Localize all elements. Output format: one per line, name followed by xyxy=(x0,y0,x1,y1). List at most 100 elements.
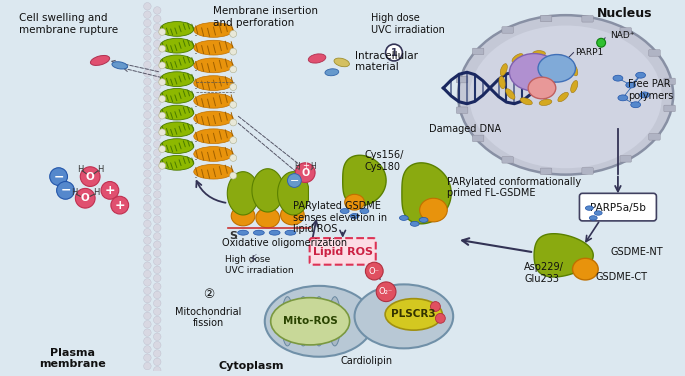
Circle shape xyxy=(430,302,440,311)
Circle shape xyxy=(159,45,166,52)
Ellipse shape xyxy=(194,76,233,91)
Ellipse shape xyxy=(160,72,194,86)
Circle shape xyxy=(153,124,161,131)
Circle shape xyxy=(144,11,151,18)
Ellipse shape xyxy=(506,89,515,99)
Text: Intracellular
material: Intracellular material xyxy=(355,51,418,72)
Circle shape xyxy=(144,44,151,52)
Circle shape xyxy=(144,203,151,211)
Circle shape xyxy=(144,120,151,127)
Ellipse shape xyxy=(573,258,598,280)
Text: PARylated conformationally
primed FL-GSDME: PARylated conformationally primed FL-GSD… xyxy=(447,177,582,198)
FancyBboxPatch shape xyxy=(502,27,513,33)
Circle shape xyxy=(229,172,236,179)
Ellipse shape xyxy=(285,230,296,235)
Circle shape xyxy=(436,314,445,323)
Ellipse shape xyxy=(558,92,569,102)
Ellipse shape xyxy=(571,64,577,76)
Circle shape xyxy=(144,111,151,119)
Text: PARP5a/5b: PARP5a/5b xyxy=(590,203,646,213)
Circle shape xyxy=(288,174,301,187)
Ellipse shape xyxy=(586,206,593,210)
Circle shape xyxy=(144,220,151,227)
Ellipse shape xyxy=(160,88,194,103)
Text: Mito-ROS: Mito-ROS xyxy=(283,316,338,326)
Ellipse shape xyxy=(160,55,194,70)
Circle shape xyxy=(153,32,161,39)
Text: +: + xyxy=(105,184,115,197)
Circle shape xyxy=(159,79,166,86)
Polygon shape xyxy=(277,172,308,215)
Text: −: − xyxy=(53,170,64,183)
FancyBboxPatch shape xyxy=(456,107,468,114)
Text: Asp229/
Glu233: Asp229/ Glu233 xyxy=(524,262,564,284)
Circle shape xyxy=(153,216,161,223)
Circle shape xyxy=(144,195,151,203)
Ellipse shape xyxy=(631,102,640,108)
Text: O₂⁻: O₂⁻ xyxy=(379,287,393,296)
Circle shape xyxy=(153,283,161,290)
Circle shape xyxy=(153,74,161,81)
Ellipse shape xyxy=(510,53,559,91)
Ellipse shape xyxy=(194,129,233,144)
Text: Oxidative oligomerization: Oxidative oligomerization xyxy=(223,238,347,248)
Circle shape xyxy=(144,279,151,286)
Circle shape xyxy=(153,15,161,23)
Ellipse shape xyxy=(469,26,662,168)
Text: Lipid ROS: Lipid ROS xyxy=(313,247,373,258)
Ellipse shape xyxy=(571,80,577,92)
Ellipse shape xyxy=(265,286,373,357)
Circle shape xyxy=(144,229,151,236)
Ellipse shape xyxy=(420,198,447,222)
Circle shape xyxy=(153,157,161,165)
Polygon shape xyxy=(227,172,258,215)
Ellipse shape xyxy=(254,180,282,202)
Circle shape xyxy=(75,188,95,208)
Ellipse shape xyxy=(281,205,304,225)
Circle shape xyxy=(144,262,151,270)
Ellipse shape xyxy=(595,211,602,215)
Ellipse shape xyxy=(194,147,233,161)
Text: +: + xyxy=(302,161,309,170)
Ellipse shape xyxy=(271,298,349,345)
Ellipse shape xyxy=(253,230,264,235)
Text: O: O xyxy=(301,168,310,177)
Circle shape xyxy=(153,308,161,315)
Circle shape xyxy=(144,19,151,27)
Ellipse shape xyxy=(499,76,506,89)
Ellipse shape xyxy=(360,209,369,214)
Circle shape xyxy=(153,300,161,307)
Circle shape xyxy=(153,166,161,173)
Text: H: H xyxy=(97,165,103,174)
Text: Damaged DNA: Damaged DNA xyxy=(429,124,501,134)
Ellipse shape xyxy=(538,55,575,82)
Text: 1: 1 xyxy=(390,48,397,58)
FancyBboxPatch shape xyxy=(620,156,632,162)
Circle shape xyxy=(101,182,119,199)
Ellipse shape xyxy=(399,215,408,220)
Ellipse shape xyxy=(325,69,339,76)
Circle shape xyxy=(144,153,151,161)
Circle shape xyxy=(144,253,151,261)
Polygon shape xyxy=(402,163,451,224)
Ellipse shape xyxy=(194,40,233,55)
Circle shape xyxy=(144,53,151,60)
Ellipse shape xyxy=(279,183,306,205)
Circle shape xyxy=(144,61,151,68)
Text: H: H xyxy=(77,165,84,174)
Text: O⁻: O⁻ xyxy=(369,267,379,276)
Ellipse shape xyxy=(313,297,325,346)
Circle shape xyxy=(153,333,161,341)
Ellipse shape xyxy=(512,54,523,62)
Ellipse shape xyxy=(90,56,110,65)
FancyBboxPatch shape xyxy=(649,133,660,140)
Text: Cytoplasm: Cytoplasm xyxy=(219,361,284,371)
Circle shape xyxy=(153,358,161,365)
Ellipse shape xyxy=(308,54,326,63)
Text: Cell swelling and
membrane rupture: Cell swelling and membrane rupture xyxy=(19,13,119,35)
Text: Mitochondrial
fission: Mitochondrial fission xyxy=(175,306,242,328)
Text: PARP1: PARP1 xyxy=(575,48,603,57)
Ellipse shape xyxy=(618,95,627,101)
Ellipse shape xyxy=(194,111,233,126)
Circle shape xyxy=(229,83,236,91)
